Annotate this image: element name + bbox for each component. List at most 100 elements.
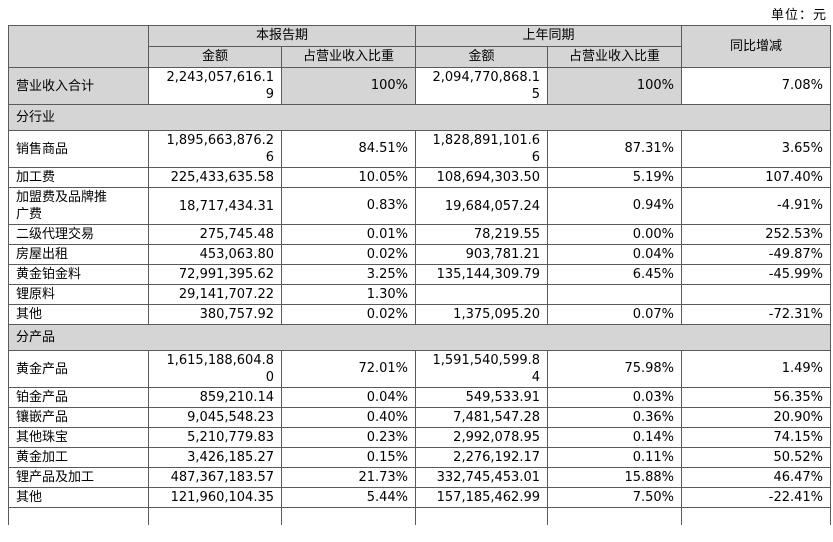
row-label: 黄金铂金料 (8, 264, 149, 285)
prior-amount: 549,533.91 (415, 387, 549, 408)
prior-amount: 108,694,303.50 (415, 167, 549, 188)
row-label: 黄金加工 (8, 447, 149, 468)
row-label: 锂原料 (8, 284, 149, 305)
header-current-amount: 金额 (148, 46, 282, 68)
current-pct: 72.01% (280, 350, 417, 388)
section-band-row: 分行业 (7, 104, 832, 131)
cutoff-row (8, 507, 832, 525)
row-label: 其他 (8, 304, 149, 325)
prior-amount: 1,828,891,101.66 (415, 130, 549, 168)
current-pct: 0.15% (280, 447, 417, 468)
prior-amount: 1,591,540,599.84 (415, 350, 549, 388)
prior-pct: 0.04% (547, 244, 683, 265)
total-label: 营业收入合计 (8, 67, 149, 105)
current-amount: 72,991,395.62 (148, 264, 282, 285)
total-current-pct: 100% (280, 67, 417, 105)
prior-pct: 87.31% (547, 130, 683, 168)
prior-amount: 157,185,462.99 (415, 487, 549, 508)
current-amount: 225,433,635.58 (148, 167, 282, 188)
yoy-change: 252.53% (681, 224, 832, 245)
data-row: 黄金产品 1,615,188,604.80 72.01% 1,591,540,599.… (8, 350, 832, 388)
header-yoy: 同比增减 (681, 25, 832, 68)
yoy-change: 3.65% (681, 130, 832, 168)
current-amount: 18,717,434.31 (148, 187, 282, 225)
data-row: 黄金加工 3,426,185.27 0.15% 2,276,192.17 0.11% 50… (8, 447, 832, 468)
prior-pct: 0.07% (547, 304, 683, 325)
row-label: 二级代理交易 (8, 224, 149, 245)
yoy-change: 56.35% (681, 387, 832, 408)
current-pct: 0.23% (280, 427, 417, 448)
row-label: 黄金产品 (8, 350, 149, 388)
prior-amount: 2,276,192.17 (415, 447, 549, 468)
prior-pct: 0.94% (547, 187, 683, 225)
current-amount: 487,367,183.57 (148, 467, 282, 488)
yoy-change: -49.87% (681, 244, 832, 265)
data-row: 锂原料 29,141,707.22 1.30% (8, 284, 832, 305)
total-prior-pct: 100% (547, 67, 683, 105)
prior-amount: 1,375,095.20 (415, 304, 549, 325)
header-prior-pct: 占营业收入比重 (547, 46, 683, 68)
empty-cell (415, 507, 549, 525)
current-pct: 0.02% (280, 304, 417, 325)
current-amount: 5,210,779.83 (148, 427, 282, 448)
prior-amount: 135,144,309.79 (415, 264, 549, 285)
yoy-change: 107.40% (681, 167, 832, 188)
data-row: 黄金铂金料 72,991,395.62 3.25% 135,144,309.79 6.4… (8, 264, 832, 285)
prior-amount (415, 284, 549, 305)
current-pct: 3.25% (280, 264, 417, 285)
total-yoy: 7.08% (681, 67, 832, 105)
current-amount: 29,141,707.22 (148, 284, 282, 305)
prior-pct: 0.11% (547, 447, 683, 468)
current-pct: 0.04% (280, 387, 417, 408)
header-row-measures: 金额 占营业收入比重 金额 占营业收入比重 (9, 46, 831, 68)
prior-pct: 0.00% (547, 224, 683, 245)
data-row: 房屋出租 453,063.80 0.02% 903,781.21 0.04% -49.87… (8, 244, 832, 265)
current-amount: 859,210.14 (148, 387, 282, 408)
current-pct: 0.83% (280, 187, 417, 225)
current-amount: 121,960,104.35 (148, 487, 282, 508)
current-amount: 275,745.48 (148, 224, 282, 245)
row-label: 铂金产品 (8, 387, 149, 408)
yoy-change: -4.91% (681, 187, 832, 225)
current-pct: 0.01% (280, 224, 417, 245)
prior-amount: 2,992,078.95 (415, 427, 549, 448)
current-pct: 21.73% (280, 467, 417, 488)
yoy-change: 1.49% (681, 350, 832, 388)
prior-amount: 78,219.55 (415, 224, 549, 245)
row-label: 其他珠宝 (8, 427, 149, 448)
prior-pct: 5.19% (547, 167, 683, 188)
row-label: 锂产品及加工 (8, 467, 149, 488)
yoy-change: -45.99% (681, 264, 832, 285)
empty-cell (547, 507, 683, 525)
prior-pct: 0.14% (547, 427, 683, 448)
data-row: 二级代理交易 275,745.48 0.01% 78,219.55 0.00% 252.5… (8, 224, 832, 245)
total-row: 营业收入合计 2,243,057,616.19 100% 2,094,770,8… (8, 67, 832, 105)
section-title: 分行业 (7, 104, 832, 131)
yoy-change: 74.15% (681, 427, 832, 448)
current-pct: 0.40% (280, 407, 417, 428)
prior-pct: 0.03% (547, 387, 683, 408)
current-amount: 380,757.92 (148, 304, 282, 325)
yoy-change (681, 284, 832, 305)
prior-amount: 332,745,453.01 (415, 467, 549, 488)
data-row: 镶嵌产品 9,045,548.23 0.40% 7,481,547.28 0.36% 20… (8, 407, 832, 428)
prior-pct: 15.88% (547, 467, 683, 488)
section-title: 分产品 (7, 324, 832, 351)
prior-amount: 7,481,547.28 (415, 407, 549, 428)
prior-amount: 19,684,057.24 (415, 187, 549, 225)
empty-cell (681, 507, 832, 525)
header-prior-amount: 金额 (415, 46, 549, 68)
row-label: 销售商品 (8, 130, 149, 168)
data-row: 加工费 225,433,635.58 10.05% 108,694,303.50 5.1… (8, 167, 832, 188)
data-row: 锂产品及加工 487,367,183.57 21.73% 332,745,453.01… (8, 467, 832, 488)
row-label: 加工费 (8, 167, 149, 188)
corner-cell (8, 25, 149, 68)
header-current-period: 本报告期 (147, 25, 417, 47)
current-amount: 1,895,663,876.26 (148, 130, 282, 168)
yoy-change: -72.31% (681, 304, 832, 325)
current-amount: 3,426,185.27 (148, 447, 282, 468)
current-amount: 9,045,548.23 (148, 407, 282, 428)
row-label: 房屋出租 (8, 244, 149, 265)
current-pct: 1.30% (280, 284, 417, 305)
current-pct: 84.51% (280, 130, 417, 168)
